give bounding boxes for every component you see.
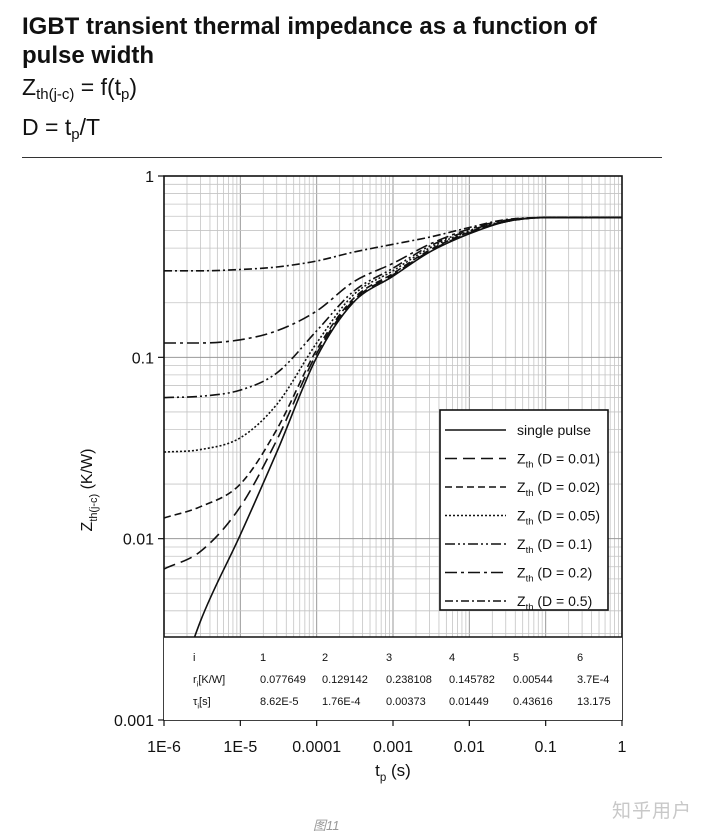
table-cell: 3.7E-4 (577, 674, 609, 686)
legend-label: Zth (D = 0.2) (517, 565, 592, 585)
table-cell: 8.62E-5 (260, 696, 299, 708)
table-cell: 0.145782 (449, 674, 495, 686)
table-cell: 0.238108 (386, 674, 432, 686)
legend-label: Zth (D = 0.01) (517, 451, 600, 471)
x-tick-label: 0.001 (373, 739, 413, 756)
table-cell: 1.76E-4 (322, 696, 361, 708)
chart-header: IGBT transient thermal impedance as a fu… (22, 12, 662, 150)
formula-duty: D = tp/T (22, 114, 101, 143)
x-tick-label: 0.01 (454, 739, 485, 756)
y-tick-label: 1 (145, 169, 154, 186)
table-cell: 0.00544 (513, 674, 553, 686)
y-tick-label: 0.1 (132, 350, 154, 367)
table-cell: 0.01449 (449, 696, 489, 708)
table-header-cell: 5 (513, 652, 519, 664)
chart-title: IGBT transient thermal impedance as a fu… (22, 13, 597, 69)
watermark: 知乎用户 (612, 801, 693, 822)
table-cell: 0.43616 (513, 696, 553, 708)
legend-label: Zth (D = 0.02) (517, 479, 600, 499)
table-header-cell: 2 (322, 652, 328, 664)
legend-label: Zth (D = 0.05) (517, 508, 600, 528)
y-axis-label: Zth(j-c) (K/W) (79, 449, 100, 532)
table-row-label: ri[K/W] (193, 674, 225, 688)
x-tick-label: 1E-6 (147, 739, 181, 756)
legend-label: Zth (D = 0.5) (517, 593, 592, 613)
y-tick-label: 0.01 (123, 532, 154, 549)
parameter-table: i 1 2 3 4 5 6 ri[K/W] 0.077649 0.129142 0.238108 0.… (164, 636, 622, 720)
header-divider (22, 157, 662, 158)
table-background (164, 637, 622, 720)
table-cell: 0.00373 (386, 696, 426, 708)
table-cell: 0.077649 (260, 674, 306, 686)
table-header-cell: 3 (386, 652, 392, 664)
legend-label: Zth (D = 0.1) (517, 536, 592, 556)
legend-box (439, 409, 609, 611)
x-axis-label: tp (s) (375, 761, 411, 784)
table-header-cell: 1 (260, 652, 266, 664)
table-header-cell: i (193, 652, 195, 664)
grid-lines (164, 176, 622, 720)
formula-zth: Zth(j-c) = f(tp) (22, 74, 138, 103)
table-header-cell: 4 (449, 652, 455, 664)
legend: single pulse Zth (D = 0.01) Zth (D = 0.02)… (439, 409, 609, 613)
series-group (164, 216, 622, 720)
table-header-cell: 6 (577, 652, 583, 664)
x-tick-label: 0.0001 (292, 739, 341, 756)
series-line-d4 (164, 216, 622, 399)
table-row-label: τi[s] (193, 696, 211, 710)
table-cell: 0.129142 (322, 674, 368, 686)
series-line-d6 (164, 216, 622, 272)
figure-caption: 图11 (313, 818, 340, 833)
x-tick-label: 1 (618, 739, 627, 756)
legend-label: single pulse (517, 422, 591, 438)
table-cell: 13.175 (577, 696, 611, 708)
series-line-d3 (164, 216, 622, 453)
y-tick-label: 0.001 (114, 713, 154, 730)
x-tick-label: 1E-5 (223, 739, 257, 756)
x-tick-label: 0.1 (535, 739, 557, 756)
